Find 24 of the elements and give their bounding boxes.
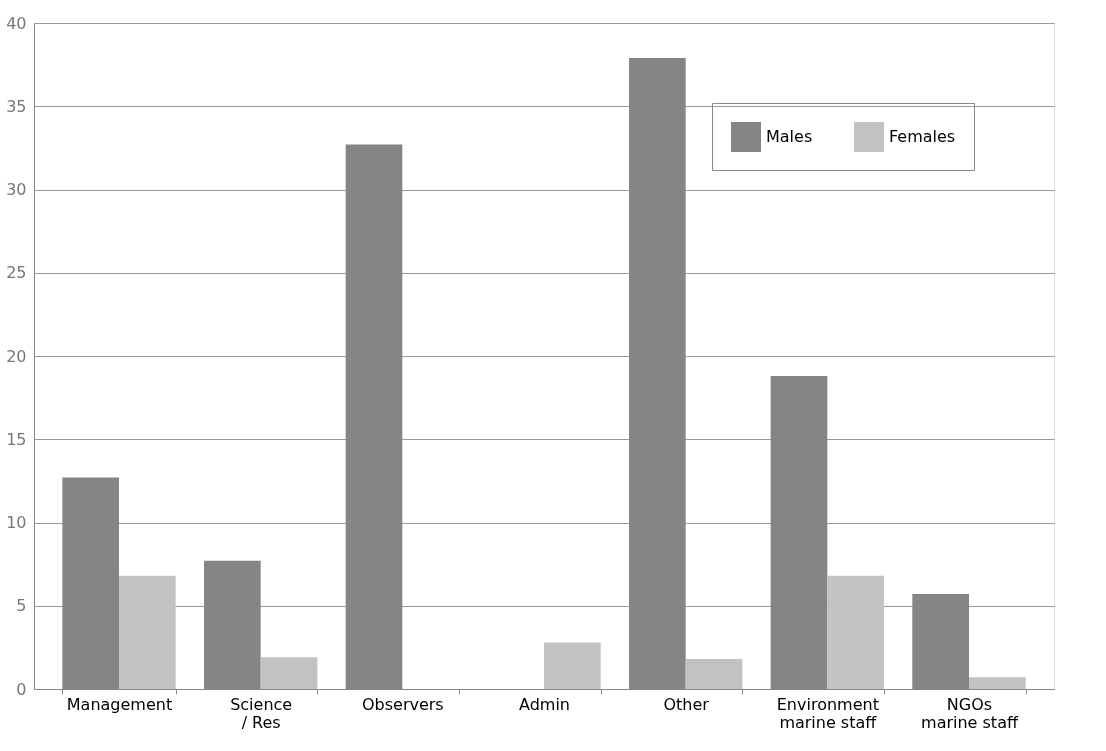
x-tick-label: Admin [519, 694, 570, 714]
bar [969, 677, 1026, 689]
legend-label: Males [766, 127, 813, 146]
x-tick-label: Other [663, 694, 710, 714]
x-tick-label: Management [66, 694, 173, 714]
legend-label: Females [889, 127, 956, 146]
bar [544, 642, 601, 689]
x-tick-label: Environment marine staff [776, 694, 879, 732]
y-tick-label: 35 [6, 96, 27, 116]
y-tick-label: 10 [6, 513, 27, 532]
x-tick-label: Observers [361, 694, 444, 714]
y-tick-label: 25 [6, 263, 27, 283]
x-tick-label: NGOs marine staff [921, 694, 1019, 732]
bar [827, 575, 884, 689]
bar [119, 575, 176, 689]
y-tick-label: 15 [6, 429, 27, 449]
y-tick-label: 40 [6, 13, 27, 33]
y-tick-label: 5 [16, 596, 27, 616]
bar [685, 659, 743, 689]
bar [260, 657, 318, 689]
x-tick-label: Science / Res [230, 694, 293, 732]
y-tick-label: 0 [16, 679, 27, 699]
y-tick-label: 20 [6, 346, 27, 366]
y-tick-label: 30 [6, 180, 27, 199]
